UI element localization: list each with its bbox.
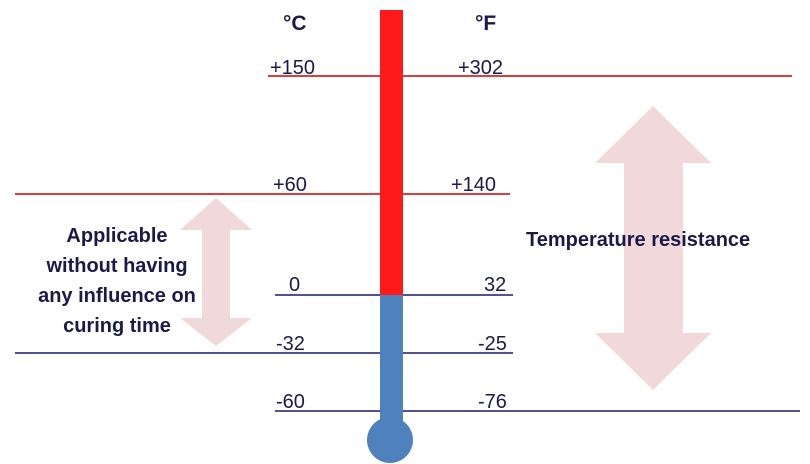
thermometer-hot-section	[380, 10, 403, 295]
celsius-value: 0	[289, 274, 301, 296]
thermometer-bulb	[367, 417, 413, 463]
application-caption-line: Applicable	[66, 225, 168, 247]
celsius-value: +60	[273, 174, 307, 196]
celsius-value: -60	[276, 391, 305, 413]
fahrenheit-value: 32	[484, 274, 507, 296]
celsius-value: -32	[276, 333, 305, 355]
fahrenheit-value: +140	[451, 174, 497, 196]
resistance-arrow	[595, 106, 711, 390]
fahrenheit-value: +302	[458, 57, 504, 79]
thermometer-cold-section	[380, 295, 403, 430]
application-caption-line: curing time	[63, 315, 171, 337]
celsius-unit: °C	[283, 12, 307, 35]
application-arrow	[180, 198, 252, 346]
application-caption-line: any influence on	[38, 285, 196, 307]
fahrenheit-value: -25	[478, 333, 507, 355]
application-caption-line: without having	[46, 255, 188, 277]
fahrenheit-value: -76	[478, 391, 507, 413]
celsius-value: +150	[270, 57, 316, 79]
application-caption: Applicable without having any influence …	[14, 221, 220, 341]
resistance-caption: Temperature resistance	[526, 229, 751, 251]
fahrenheit-unit: °F	[475, 12, 497, 35]
